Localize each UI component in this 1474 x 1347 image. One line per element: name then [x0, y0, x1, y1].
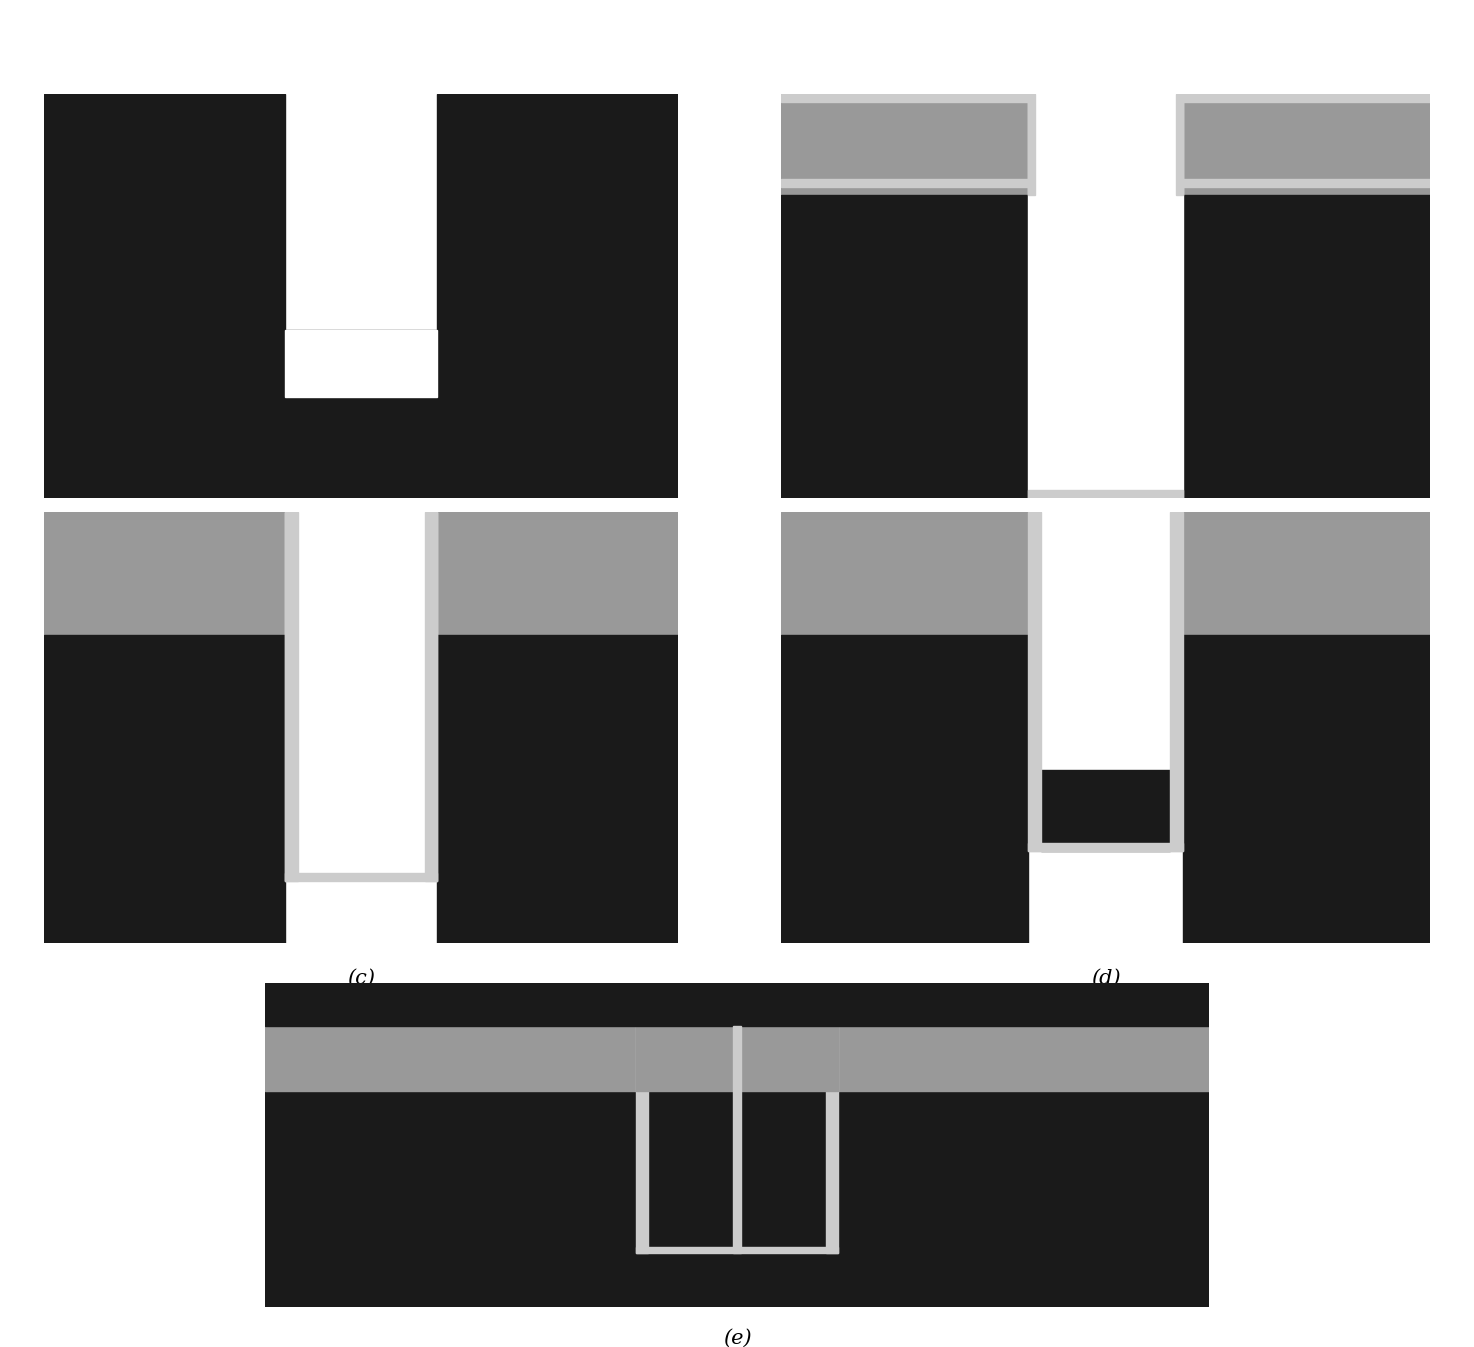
Bar [284, 873, 438, 881]
Bar [781, 512, 1027, 634]
Bar [265, 983, 1209, 1026]
Bar [1027, 94, 1035, 195]
Bar [825, 1026, 839, 1253]
Bar [1041, 512, 1170, 770]
Bar [425, 512, 438, 881]
Bar [1184, 94, 1430, 102]
Bar [733, 1026, 741, 1253]
Bar [1184, 195, 1430, 498]
Bar [438, 512, 678, 634]
Bar [1027, 94, 1184, 498]
Bar [781, 195, 1027, 498]
Bar [44, 634, 284, 943]
Bar [635, 1247, 839, 1253]
Bar [265, 1026, 1209, 1091]
Bar [635, 1026, 839, 1091]
Bar [44, 94, 284, 330]
Bar [649, 1026, 825, 1253]
Bar [1027, 843, 1184, 850]
Bar [781, 179, 1027, 187]
Bar [1184, 94, 1430, 195]
Bar [44, 512, 284, 634]
Bar [781, 94, 1027, 102]
Bar [1170, 512, 1184, 850]
Bar [438, 634, 678, 943]
Bar [1027, 490, 1184, 498]
Bar [781, 634, 1027, 943]
Bar [635, 1026, 649, 1253]
Text: (a): (a) [346, 523, 376, 541]
Bar [284, 512, 298, 881]
Bar [284, 330, 438, 397]
Bar [781, 94, 1027, 195]
Text: (b): (b) [1091, 523, 1120, 541]
Bar [1184, 512, 1430, 634]
Bar [1041, 770, 1170, 850]
Bar [265, 1091, 1209, 1307]
Bar [44, 330, 678, 498]
Bar [1176, 94, 1184, 195]
Bar [284, 512, 438, 881]
Text: (c): (c) [348, 968, 374, 987]
Bar [1027, 512, 1041, 850]
Bar [1184, 179, 1430, 187]
Bar [1184, 634, 1430, 943]
Bar [438, 94, 678, 330]
Text: (e): (e) [722, 1329, 752, 1347]
Text: (d): (d) [1091, 968, 1120, 987]
